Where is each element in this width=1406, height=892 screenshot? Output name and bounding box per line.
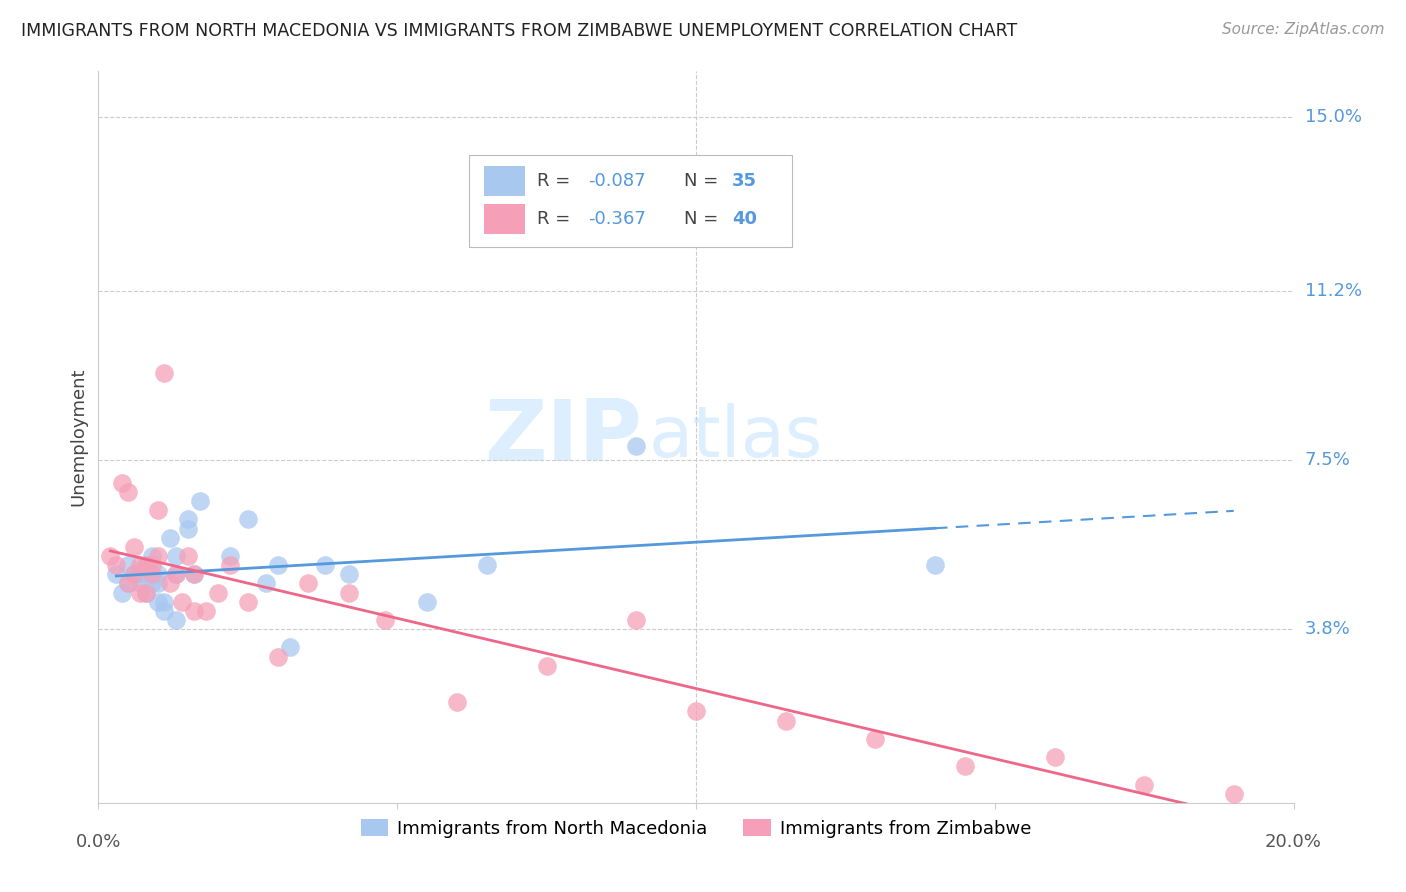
Point [775, 714, 797, 728]
Point [297, 576, 319, 591]
Point [685, 705, 707, 719]
Text: IMMIGRANTS FROM NORTH MACEDONIA VS IMMIGRANTS FROM ZIMBABWE UNEMPLOYMENT CORRELA: IMMIGRANTS FROM NORTH MACEDONIA VS IMMIG… [21, 22, 1018, 40]
Point [98, 549, 122, 563]
Text: 0.0%: 0.0% [76, 833, 121, 851]
Text: R =: R = [537, 211, 576, 228]
Text: 15.0%: 15.0% [1305, 108, 1361, 126]
Legend: Immigrants from North Macedonia, Immigrants from Zimbabwe: Immigrants from North Macedonia, Immigra… [354, 813, 1038, 845]
Point [924, 558, 946, 573]
Point [141, 558, 163, 573]
Point [117, 485, 139, 500]
Point [105, 558, 128, 573]
Point [188, 494, 211, 508]
Point [111, 475, 134, 490]
Point [141, 576, 163, 591]
Point [129, 558, 152, 573]
Point [267, 649, 290, 664]
Text: -0.367: -0.367 [589, 211, 647, 228]
Text: -0.087: -0.087 [589, 172, 645, 190]
Point [374, 613, 396, 627]
Point [339, 585, 361, 599]
Text: N =: N = [685, 211, 724, 228]
Point [153, 595, 176, 609]
Point [183, 567, 205, 582]
Point [117, 576, 139, 591]
Point [148, 567, 170, 582]
FancyBboxPatch shape [485, 166, 524, 196]
Point [236, 512, 259, 526]
Point [117, 558, 139, 573]
Point [148, 595, 170, 609]
Point [141, 567, 163, 582]
Point [129, 576, 152, 591]
Point [129, 567, 152, 582]
Point [236, 595, 259, 609]
Point [124, 567, 146, 582]
Point [105, 567, 128, 582]
Text: atlas: atlas [648, 402, 823, 472]
Point [278, 640, 301, 655]
Point [315, 558, 337, 573]
Point [1043, 750, 1066, 764]
Text: ZIP: ZIP [485, 395, 643, 479]
Point [254, 576, 277, 591]
Point [135, 585, 157, 599]
Point [177, 549, 200, 563]
Point [135, 558, 157, 573]
Text: 35: 35 [733, 172, 756, 190]
Point [165, 549, 187, 563]
Point [165, 567, 187, 582]
Point [416, 595, 439, 609]
Point [195, 604, 218, 618]
Point [124, 567, 146, 582]
Text: R =: R = [537, 172, 576, 190]
Point [165, 567, 187, 582]
Point [183, 604, 205, 618]
Point [148, 503, 170, 517]
Point [129, 585, 152, 599]
Point [159, 576, 181, 591]
Point [111, 585, 134, 599]
Point [183, 567, 205, 582]
Point [124, 540, 146, 554]
Point [219, 558, 242, 573]
Point [153, 604, 176, 618]
Point [536, 658, 558, 673]
Y-axis label: Unemployment: Unemployment [69, 368, 87, 507]
Text: 3.8%: 3.8% [1305, 620, 1350, 638]
Point [626, 439, 648, 453]
Text: 20.0%: 20.0% [1265, 833, 1322, 851]
Point [148, 549, 170, 563]
Point [339, 567, 361, 582]
Point [953, 759, 976, 773]
Point [153, 366, 176, 380]
FancyBboxPatch shape [470, 155, 792, 247]
Point [219, 549, 242, 563]
Point [135, 585, 157, 599]
Point [446, 695, 468, 709]
Point [135, 558, 157, 573]
Point [177, 512, 200, 526]
Text: 40: 40 [733, 211, 756, 228]
Point [148, 576, 170, 591]
Text: N =: N = [685, 172, 724, 190]
Point [865, 731, 887, 746]
Point [172, 595, 194, 609]
FancyBboxPatch shape [485, 203, 524, 235]
Point [117, 576, 139, 591]
Point [207, 585, 229, 599]
Text: 11.2%: 11.2% [1305, 282, 1362, 300]
Point [141, 549, 163, 563]
Point [177, 521, 200, 535]
Point [1133, 778, 1156, 792]
Text: 7.5%: 7.5% [1305, 451, 1351, 469]
Point [626, 613, 648, 627]
Text: Source: ZipAtlas.com: Source: ZipAtlas.com [1222, 22, 1385, 37]
Point [165, 613, 187, 627]
Point [159, 531, 181, 545]
Point [475, 558, 498, 573]
Point [1223, 787, 1246, 801]
Point [267, 558, 290, 573]
